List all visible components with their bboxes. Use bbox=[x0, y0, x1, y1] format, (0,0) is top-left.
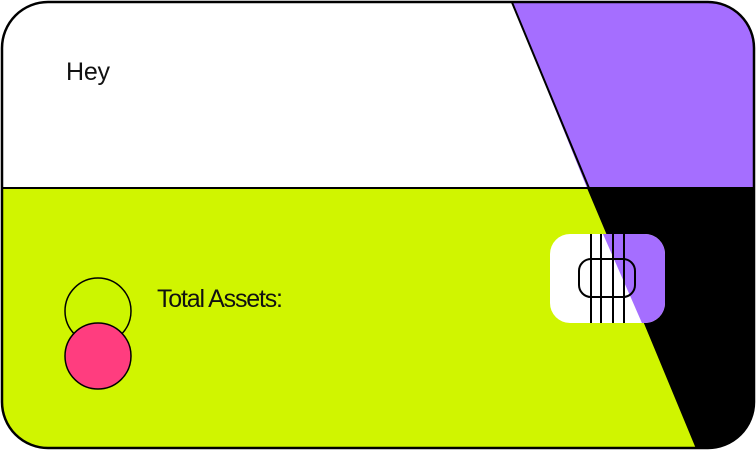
two-circles-logo-icon bbox=[64, 277, 132, 390]
sim-chip-icon bbox=[550, 234, 665, 323]
card-diagonal-line bbox=[510, 2, 699, 448]
total-assets-label: Total Assets: bbox=[157, 285, 283, 313]
greeting-text: Hey bbox=[66, 58, 110, 86]
card-top-right-accent bbox=[511, 2, 754, 188]
